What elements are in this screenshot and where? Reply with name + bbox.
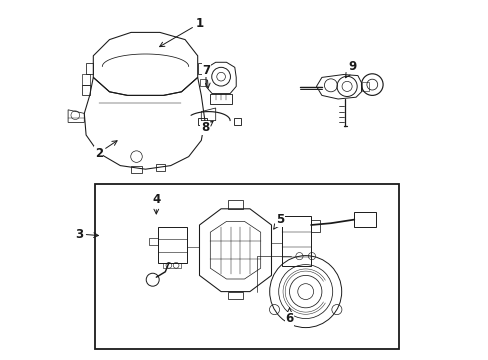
- Text: 6: 6: [285, 308, 293, 325]
- Text: 9: 9: [345, 60, 356, 78]
- Text: 8: 8: [201, 121, 213, 134]
- Text: 2: 2: [95, 141, 117, 159]
- Text: 5: 5: [273, 213, 284, 229]
- Text: 4: 4: [152, 193, 160, 214]
- Text: 7: 7: [202, 64, 210, 88]
- Text: 3: 3: [75, 228, 98, 240]
- Text: 1: 1: [159, 17, 203, 47]
